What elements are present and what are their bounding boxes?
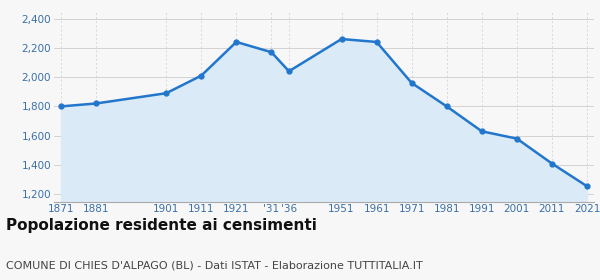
Text: Popolazione residente ai censimenti: Popolazione residente ai censimenti <box>6 218 317 233</box>
Text: COMUNE DI CHIES D'ALPAGO (BL) - Dati ISTAT - Elaborazione TUTTITALIA.IT: COMUNE DI CHIES D'ALPAGO (BL) - Dati IST… <box>6 261 423 271</box>
